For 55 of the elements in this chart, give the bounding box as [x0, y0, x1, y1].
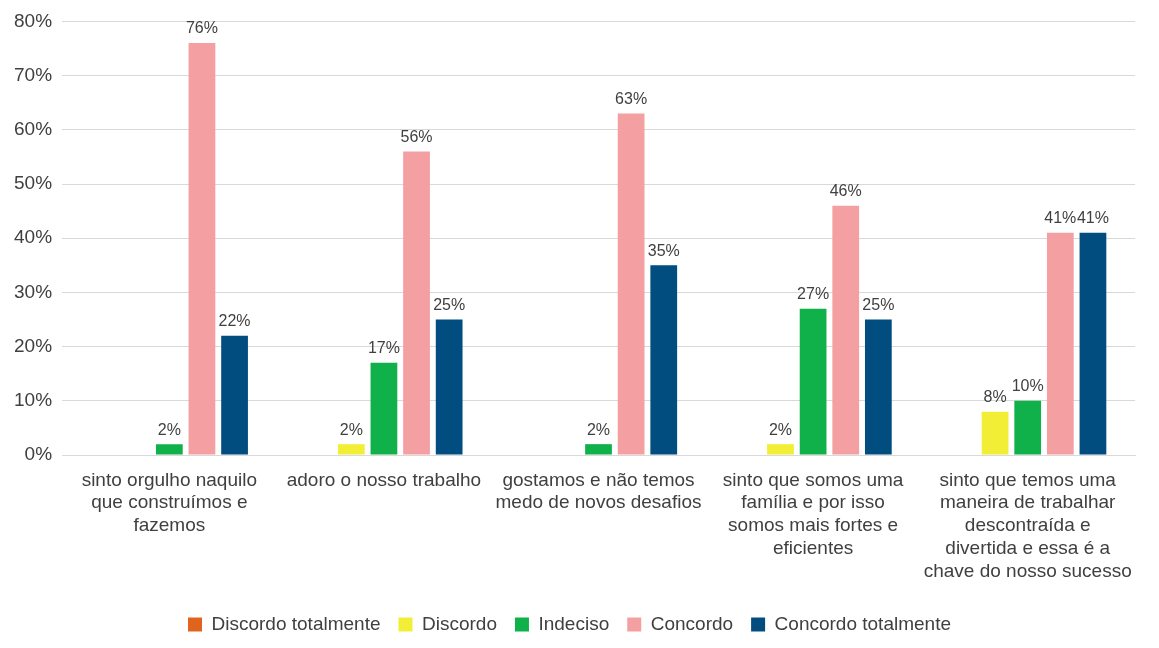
data-label: 41% [1044, 209, 1077, 227]
data-label: 2% [157, 420, 181, 438]
bar [155, 444, 183, 455]
bar [832, 205, 860, 455]
data-label: 2% [586, 420, 611, 438]
data-label: 2% [768, 420, 793, 438]
bar [617, 113, 645, 455]
data-label: 25% [433, 295, 466, 313]
data-label: 76% [185, 19, 218, 37]
data-label: 46% [829, 182, 862, 200]
data-label: 17% [367, 339, 400, 357]
legend-label: Discordo totalmente [211, 612, 381, 634]
data-label: 25% [862, 295, 895, 313]
data-label: 2% [339, 420, 363, 438]
x-tick-label: sinto que temos uma maneira de trabalhar descontraída e divertida e essa é a chave do nosso sucesso [923, 468, 1132, 581]
bar [981, 411, 1009, 455]
data-label: 27% [797, 285, 830, 303]
data-label: 35% [647, 241, 680, 259]
bar [585, 444, 612, 455]
bar [337, 444, 365, 455]
bar [650, 265, 678, 455]
legend-label: Concordo [650, 612, 734, 634]
y-tick-label: 60% [14, 118, 53, 140]
x-tick-label: sinto que somos uma família e por isso somos mais fortes e eficientes [722, 468, 904, 559]
bar [1079, 232, 1107, 455]
bar [188, 43, 216, 455]
bar [864, 319, 892, 455]
legend-label: Concordo totalmente [774, 612, 951, 634]
legend-label: Discordo [421, 612, 497, 634]
x-tick-label: adoro o nosso trabalho [286, 468, 482, 490]
y-tick-label: 80% [14, 9, 53, 31]
y-tick-label: 40% [14, 226, 53, 248]
bar [435, 319, 463, 455]
x-tick-label: gostamos e não temos medo de novos desafios [495, 468, 702, 513]
y-tick-label: 50% [14, 172, 53, 194]
x-tick-label: sinto orgulho naquilo que construímos e fazemos [81, 468, 257, 536]
bar [1014, 400, 1042, 455]
y-tick-label: 10% [14, 389, 53, 411]
data-label: 10% [1011, 377, 1044, 395]
bar [767, 444, 794, 455]
data-label: 41% [1076, 209, 1109, 227]
bar [403, 151, 430, 455]
data-label: 63% [615, 89, 648, 107]
bar [370, 362, 398, 455]
legend-label: Indeciso [538, 612, 610, 634]
y-tick-label: 0% [24, 443, 53, 465]
y-tick-label: 30% [14, 280, 53, 302]
data-label: 56% [400, 127, 433, 145]
y-tick-label: 70% [14, 63, 53, 85]
data-label: 8% [983, 388, 1007, 406]
data-label: 22% [218, 312, 251, 330]
bar [799, 308, 827, 455]
bar [1046, 232, 1074, 455]
y-tick-label: 20% [14, 334, 53, 356]
bar [221, 335, 248, 455]
